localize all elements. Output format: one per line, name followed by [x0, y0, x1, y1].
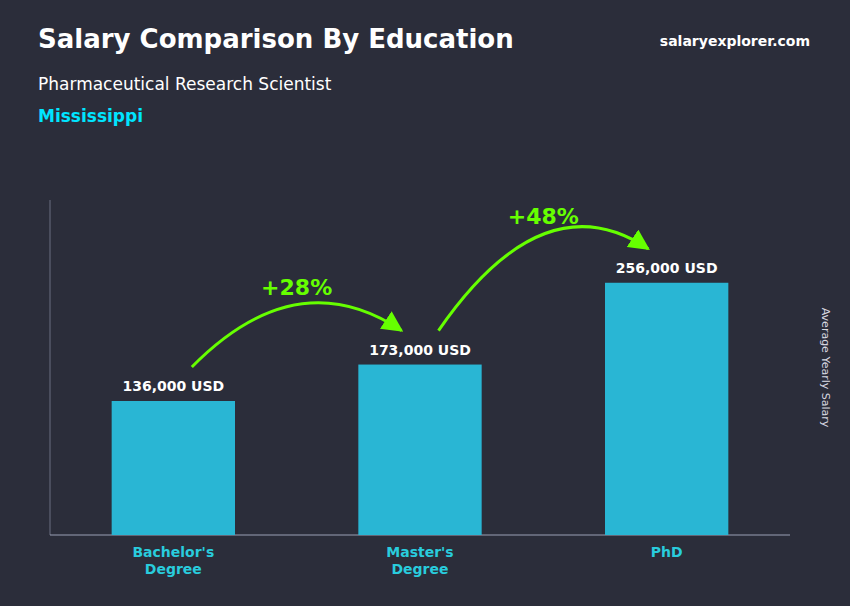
chart: Salary Comparison By Education Pharmaceut… [0, 0, 850, 606]
location: Mississippi [38, 106, 143, 126]
brand: salaryexplorer.com [660, 33, 810, 49]
subtitle: Pharmaceutical Research Scientist [38, 74, 332, 94]
x-tick-label: Master'sDegree [386, 544, 453, 577]
x-tick-label-line: PhD [651, 544, 683, 560]
y-axis-label: Average Yearly Salary [819, 308, 832, 428]
x-tick-label-line: Degree [145, 561, 202, 577]
bar [358, 365, 481, 535]
change-label: +48% [508, 204, 579, 229]
x-tick-label-line: Bachelor's [132, 544, 214, 560]
x-tick-label-line: Master's [386, 544, 453, 560]
x-tick-label-line: Degree [391, 561, 448, 577]
change-arrow [439, 227, 649, 331]
value-label: 256,000 USD [616, 260, 718, 276]
change-arrow [192, 303, 402, 367]
value-label: 173,000 USD [369, 342, 471, 358]
value-label: 136,000 USD [122, 378, 224, 394]
y-axis-line [50, 200, 51, 535]
change-label: +28% [261, 275, 332, 300]
x-tick-label: Bachelor'sDegree [132, 544, 214, 577]
title: Salary Comparison By Education [38, 24, 514, 54]
bar [112, 401, 235, 535]
background [0, 0, 850, 606]
x-tick-label: PhD [651, 544, 683, 560]
bars [112, 283, 729, 535]
bar [605, 283, 728, 535]
chart-container: Salary Comparison By Education Pharmaceut… [0, 0, 850, 606]
